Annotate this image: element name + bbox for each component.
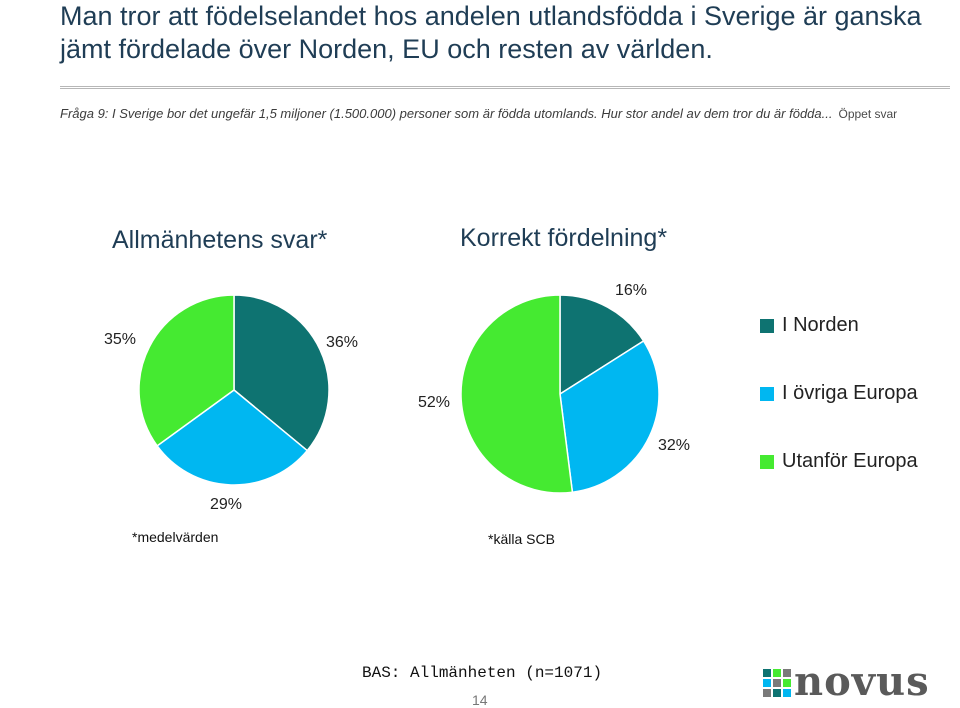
- question-text: Fråga 9: I Sverige bor det ungefär 1,5 m…: [60, 106, 960, 121]
- page-title: Man tror att födelselandet hos andelen u…: [60, 1, 922, 64]
- data-label-public-utanfor: 35%: [104, 331, 137, 348]
- footnote-public: *medelvärden: [132, 529, 219, 545]
- legend-label-utanfor: Utanför Europa: [782, 450, 918, 472]
- pie-slice-public-utanfor: [138, 294, 235, 447]
- page-number: 14: [472, 692, 488, 708]
- pie-chart-public: [138, 294, 330, 486]
- pie-slice-correct-europa: [559, 339, 660, 494]
- novus-logo: novus: [762, 658, 960, 705]
- pie-slice-public-norden: [233, 294, 330, 452]
- data-label-public-norden: 36%: [326, 334, 359, 351]
- chart-title-correct: Korrekt fördelning*: [460, 224, 668, 252]
- data-label-public-europa: 29%: [210, 496, 243, 513]
- chart-title-public: Allmänhetens svar*: [112, 226, 328, 254]
- legend-swatch-norden: [760, 319, 774, 333]
- base-info: BAS: Allmänheten (n=1071): [362, 664, 603, 682]
- data-label-correct-europa: 32%: [658, 437, 691, 454]
- question-label: Fråga 9: I Sverige bor det ungefär 1,5 m…: [60, 106, 833, 121]
- pie-slice-correct-utanfor: [460, 294, 574, 494]
- pie-chart-correct: [460, 294, 660, 494]
- title-divider: [60, 86, 950, 89]
- logo-text: novus: [794, 658, 930, 705]
- footnote-correct: *källa SCB: [488, 531, 555, 547]
- pie-slice-correct-norden: [559, 294, 645, 396]
- logo-grid-icon: [763, 669, 791, 697]
- legend-swatch-utanfor: [760, 455, 774, 469]
- data-label-correct-norden: 16%: [615, 282, 648, 299]
- data-label-correct-utanfor: 52%: [418, 394, 451, 411]
- pie-slice-public-europa: [156, 389, 309, 486]
- legend-label-norden: I Norden: [782, 314, 859, 336]
- answer-type: Öppet svar: [838, 107, 898, 121]
- legend-swatch-europa: [760, 387, 774, 401]
- legend-label-europa: I övriga Europa: [782, 382, 918, 404]
